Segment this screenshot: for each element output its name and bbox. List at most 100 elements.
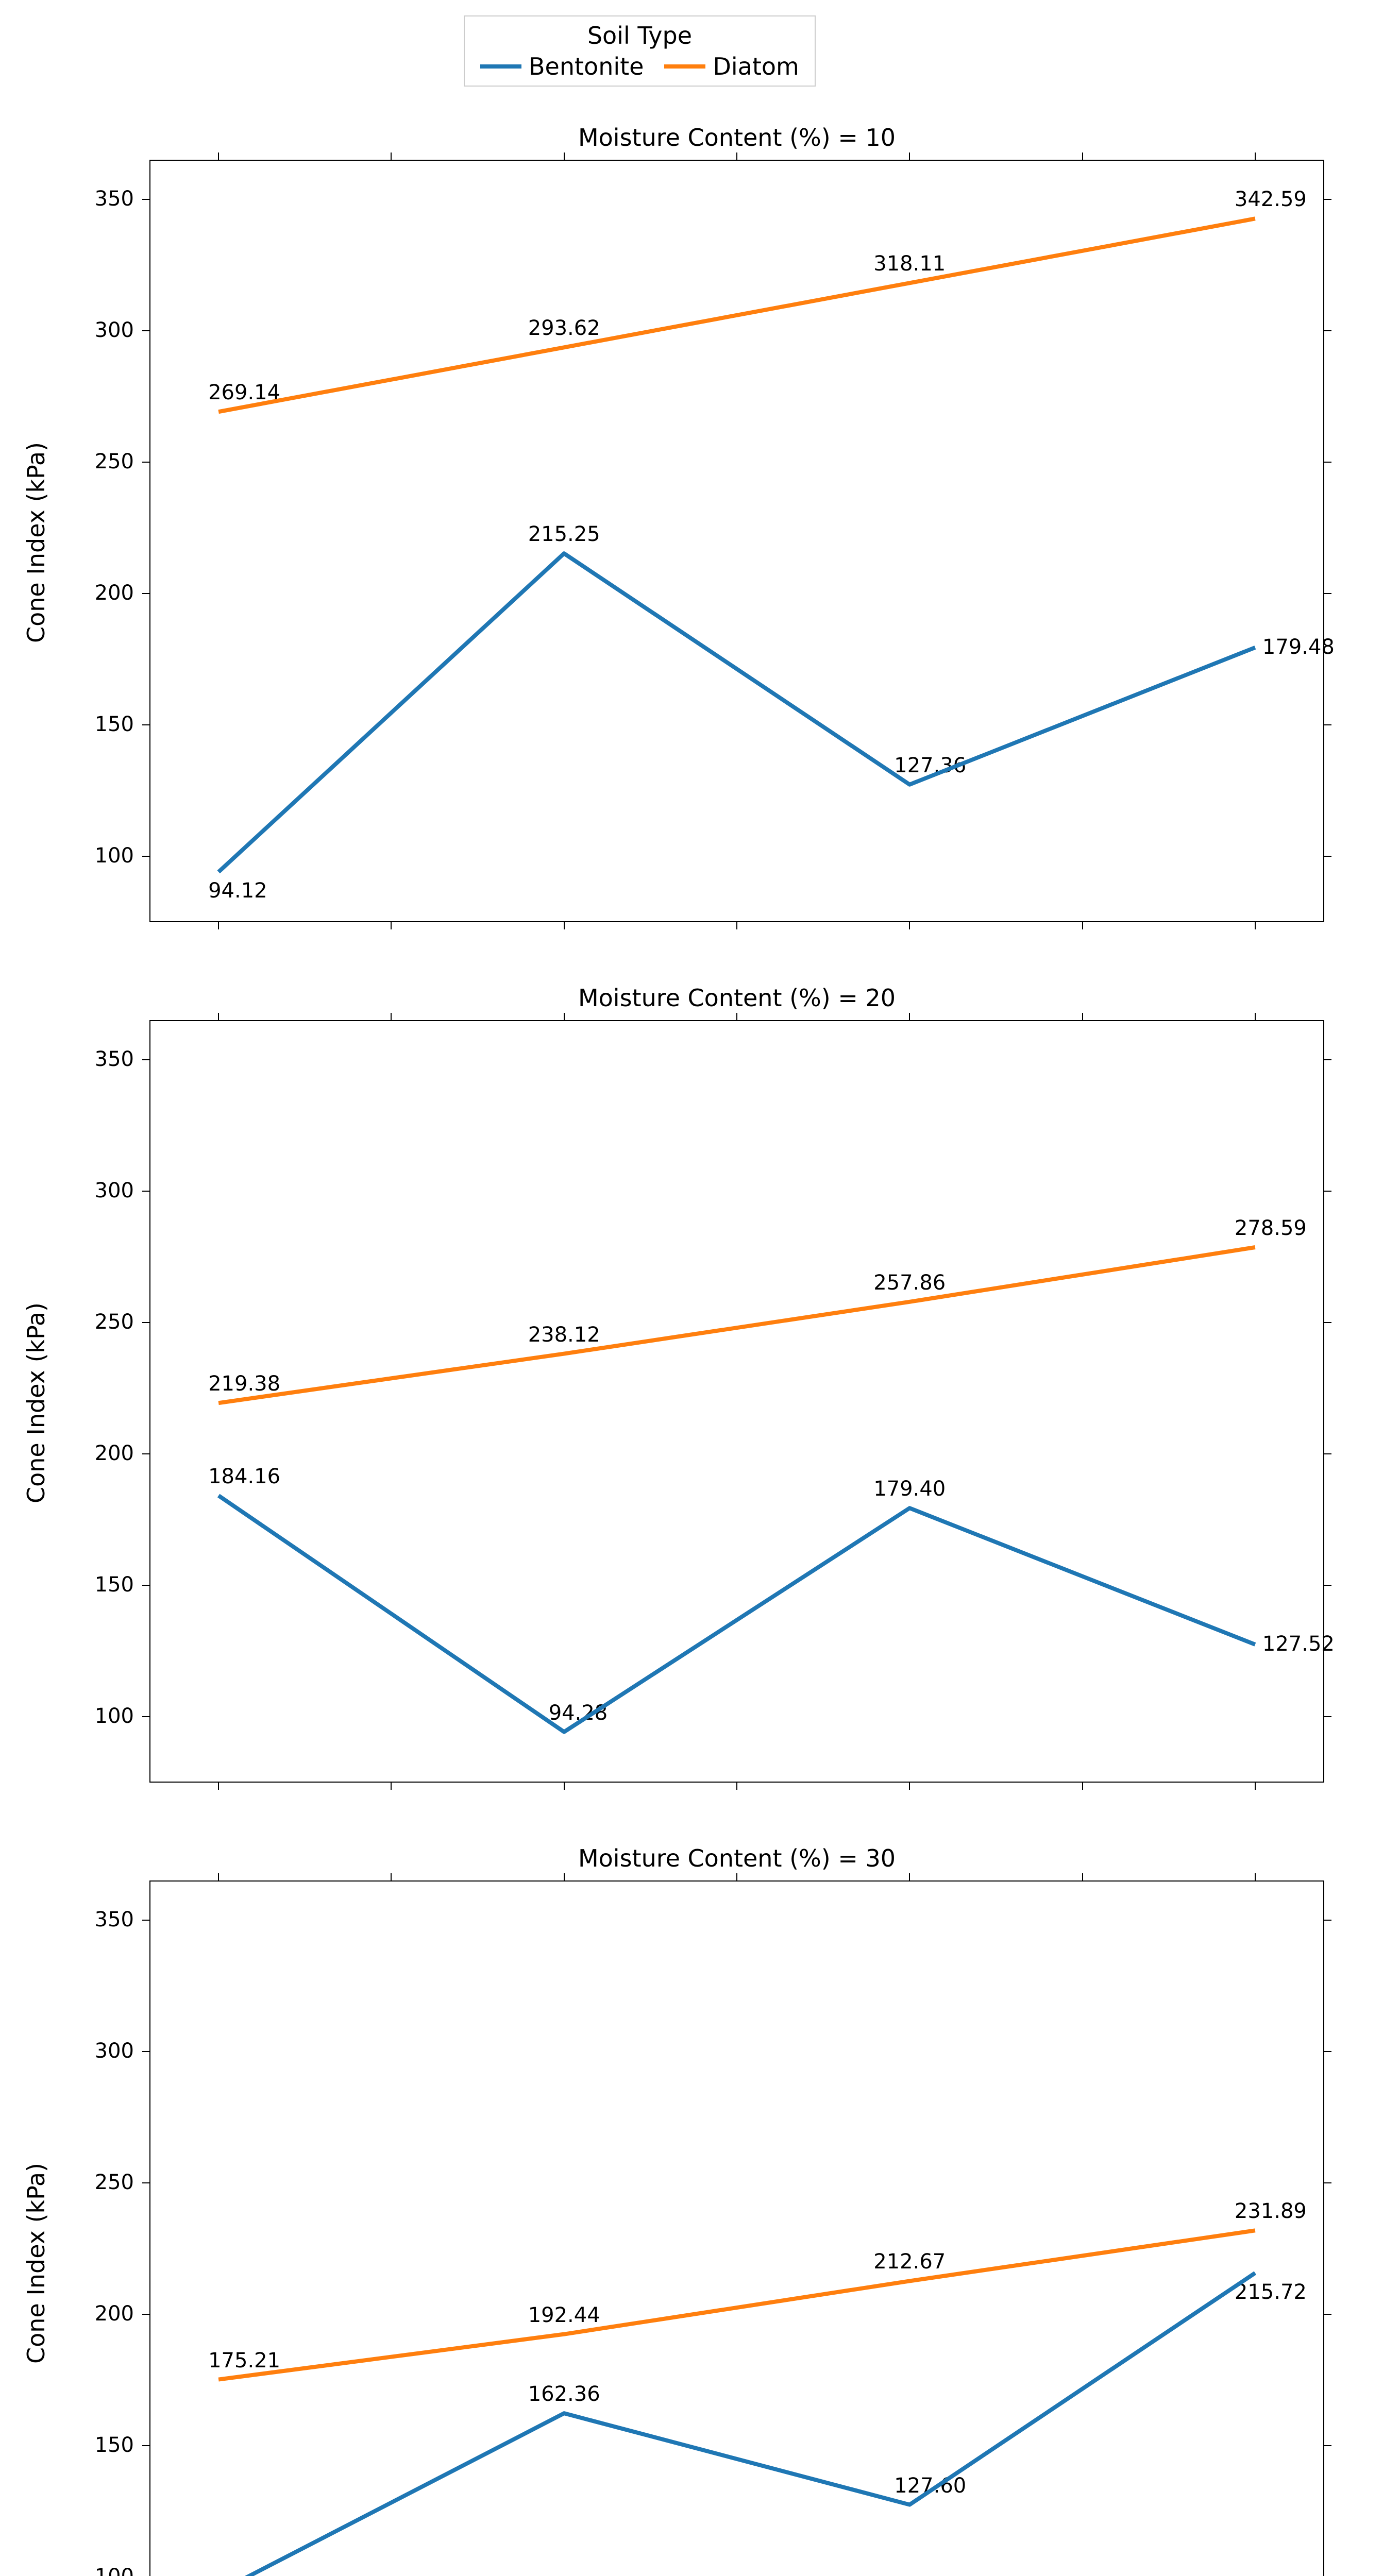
legend-swatch <box>664 64 705 69</box>
xtick-mark <box>218 922 219 929</box>
legend: Soil Type Bentonite Diatom <box>464 15 816 87</box>
ytick-mark <box>142 593 149 594</box>
xtick-mark <box>736 1783 737 1790</box>
ytick-label: 350 <box>0 187 134 211</box>
ytick-label: 250 <box>0 2171 134 2194</box>
xtick-mark <box>218 152 219 160</box>
ytick-mark <box>142 1585 149 1586</box>
xtick-mark <box>1082 1783 1083 1790</box>
y-axis-label: Cone Index (kPa) <box>22 1300 50 1506</box>
ytick-label: 200 <box>0 1442 134 1465</box>
ytick-mark <box>1324 462 1331 463</box>
ytick-mark <box>1324 1059 1331 1060</box>
ytick-label: 150 <box>0 2433 134 2457</box>
ytick-label: 100 <box>0 2565 134 2576</box>
legend-items: Bentonite Diatom <box>480 53 799 80</box>
ytick-label: 100 <box>0 844 134 868</box>
ytick-mark <box>142 199 149 200</box>
ytick-mark <box>142 330 149 331</box>
xtick-mark <box>391 922 392 929</box>
legend-item: Diatom <box>664 53 799 80</box>
xtick-mark <box>564 922 565 929</box>
xtick-mark <box>1255 1783 1256 1790</box>
series-line <box>218 1247 1255 1403</box>
series-line <box>218 553 1255 872</box>
legend-title: Soil Type <box>480 22 799 49</box>
xtick-mark <box>736 1873 737 1880</box>
series-line <box>218 2230 1255 2379</box>
ytick-mark <box>142 1322 149 1323</box>
xtick-mark <box>564 152 565 160</box>
plot-lines <box>149 1880 1324 2576</box>
ytick-mark <box>142 724 149 725</box>
ytick-mark <box>1324 593 1331 594</box>
ytick-mark <box>142 1191 149 1192</box>
xtick-mark <box>909 152 910 160</box>
ytick-mark <box>1324 2314 1331 2315</box>
ytick-mark <box>1324 856 1331 857</box>
series-line <box>218 2273 1255 2576</box>
ytick-label: 150 <box>0 713 134 736</box>
ytick-mark <box>142 856 149 857</box>
xtick-mark <box>218 1013 219 1020</box>
ytick-mark <box>142 2182 149 2183</box>
ytick-mark <box>1324 330 1331 331</box>
legend-swatch <box>480 64 521 69</box>
ytick-mark <box>142 2051 149 2052</box>
xtick-mark <box>564 1013 565 1020</box>
y-axis-label: Cone Index (kPa) <box>22 2160 50 2366</box>
panel-title: Moisture Content (%) = 30 <box>149 1844 1324 1872</box>
y-axis-label: Cone Index (kPa) <box>22 439 50 646</box>
xtick-mark <box>1255 152 1256 160</box>
xtick-mark <box>1255 1013 1256 1020</box>
xtick-mark <box>1082 922 1083 929</box>
ytick-mark <box>1324 2182 1331 2183</box>
ytick-mark <box>1324 1453 1331 1454</box>
plot-lines <box>149 1020 1324 1783</box>
ytick-mark <box>142 1920 149 1921</box>
xtick-mark <box>1255 1873 1256 1880</box>
xtick-mark <box>1082 1013 1083 1020</box>
ytick-mark <box>1324 199 1331 200</box>
ytick-label: 350 <box>0 1908 134 1931</box>
xtick-mark <box>391 1873 392 1880</box>
xtick-mark <box>564 1873 565 1880</box>
ytick-label: 200 <box>0 581 134 605</box>
xtick-mark <box>736 922 737 929</box>
ytick-mark <box>1324 2051 1331 2052</box>
ytick-mark <box>142 1059 149 1060</box>
ytick-mark <box>142 1453 149 1454</box>
xtick-mark <box>736 152 737 160</box>
series-line <box>218 218 1255 412</box>
ytick-mark <box>142 462 149 463</box>
xtick-mark <box>909 1013 910 1020</box>
ytick-mark <box>1324 1191 1331 1192</box>
legend-item: Bentonite <box>480 53 644 80</box>
ytick-mark <box>142 1716 149 1717</box>
ytick-label: 250 <box>0 1310 134 1334</box>
xtick-mark <box>1082 1873 1083 1880</box>
legend-label: Bentonite <box>529 53 644 80</box>
panel-title: Moisture Content (%) = 20 <box>149 984 1324 1012</box>
xtick-mark <box>391 1783 392 1790</box>
ytick-label: 300 <box>0 1179 134 1202</box>
ytick-label: 250 <box>0 450 134 473</box>
ytick-label: 100 <box>0 1704 134 1728</box>
ytick-mark <box>1324 1920 1331 1921</box>
ytick-mark <box>1324 724 1331 725</box>
ytick-label: 300 <box>0 318 134 342</box>
xtick-mark <box>564 1783 565 1790</box>
xtick-mark <box>909 1873 910 1880</box>
figure: Soil Type Bentonite Diatom Moisture Conte… <box>0 0 1383 2576</box>
xtick-mark <box>1255 922 1256 929</box>
ytick-mark <box>142 2445 149 2446</box>
ytick-label: 150 <box>0 1573 134 1597</box>
ytick-label: 350 <box>0 1047 134 1071</box>
xtick-mark <box>218 1783 219 1790</box>
xtick-mark <box>1082 152 1083 160</box>
xtick-mark <box>736 1013 737 1020</box>
xtick-mark <box>391 1013 392 1020</box>
xtick-mark <box>909 922 910 929</box>
ytick-mark <box>1324 1716 1331 1717</box>
ytick-mark <box>142 2314 149 2315</box>
